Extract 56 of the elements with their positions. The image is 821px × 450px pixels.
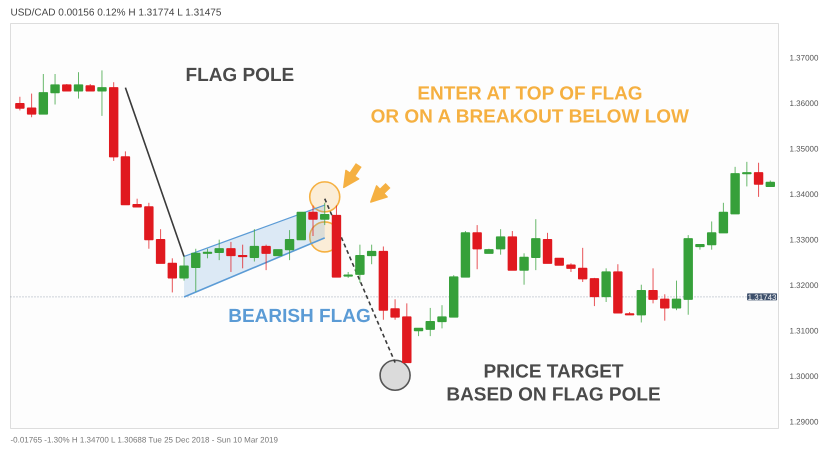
y-tick-label: 1.34000 [790, 190, 819, 200]
y-tick-label: 1.31000 [790, 326, 819, 336]
point [379, 359, 411, 392]
candlestick [320, 202, 330, 226]
candlestick [718, 202, 728, 234]
annotation: BEARISH FLAG [228, 306, 371, 327]
candlestick [179, 256, 189, 282]
candlestick [97, 70, 107, 116]
candlestick [238, 244, 248, 269]
candlestick [226, 241, 236, 272]
candlestick [38, 74, 48, 115]
candlestick [437, 304, 447, 329]
candlestick [202, 248, 212, 259]
y-tick-label: 1.37000 [790, 54, 819, 63]
text: -0.01765 -1.30% H 1.34700 L 1.30688 Tue 25 Dec 2018 - Sun 10 Mar 2019 [10, 436, 278, 444]
candlestick [284, 230, 294, 261]
candlestick [542, 232, 552, 264]
y-tick-label: 1.35000 [790, 144, 819, 154]
ref-line-label: 1.31743 [748, 292, 778, 302]
candlestick [156, 228, 166, 264]
candlestick [250, 228, 260, 262]
candlestick [472, 224, 482, 270]
candlestick [214, 239, 224, 261]
candlestick [308, 205, 318, 237]
candlestick [426, 307, 435, 337]
y-tick-label: 1.36000 [790, 99, 819, 108]
candlestick [366, 244, 376, 265]
candlestick [50, 74, 60, 105]
candlestick [496, 228, 506, 256]
candlestick [261, 244, 271, 271]
candlestick [390, 298, 400, 320]
candlestick [74, 72, 84, 100]
candlestick [191, 248, 200, 292]
y-tick-label: 1.32000 [790, 281, 819, 290]
annotation: PRICE TARGET BASED ON FLAG POLE [446, 361, 661, 406]
y-tick-label: 1.30000 [790, 372, 819, 382]
candlestick [168, 258, 178, 293]
candlestick [590, 277, 600, 307]
candlestick [706, 220, 716, 250]
candlestick [15, 96, 25, 111]
candlestick [672, 280, 682, 311]
candlestick [648, 268, 658, 304]
point [308, 181, 341, 213]
annotation: FLAG POLE [186, 65, 294, 86]
chart-title: USD/CAD 0.00156 0.12% H 1.31774 L 1.31475 [10, 8, 222, 18]
y-tick-label: 1.33000 [790, 236, 819, 245]
candlestick [519, 252, 529, 286]
candlestick [754, 162, 764, 198]
y-tick-label: 1.29000 [790, 418, 819, 427]
candlestick [26, 93, 36, 118]
candlestick [531, 218, 540, 271]
candlestick [742, 161, 752, 187]
candlestick [578, 247, 588, 282]
candlestick [355, 244, 365, 284]
annotation: ENTER AT TOP OF FLAG OR ON A BREAKOUT BELOW LOW [370, 83, 690, 128]
candlestick [660, 294, 670, 322]
